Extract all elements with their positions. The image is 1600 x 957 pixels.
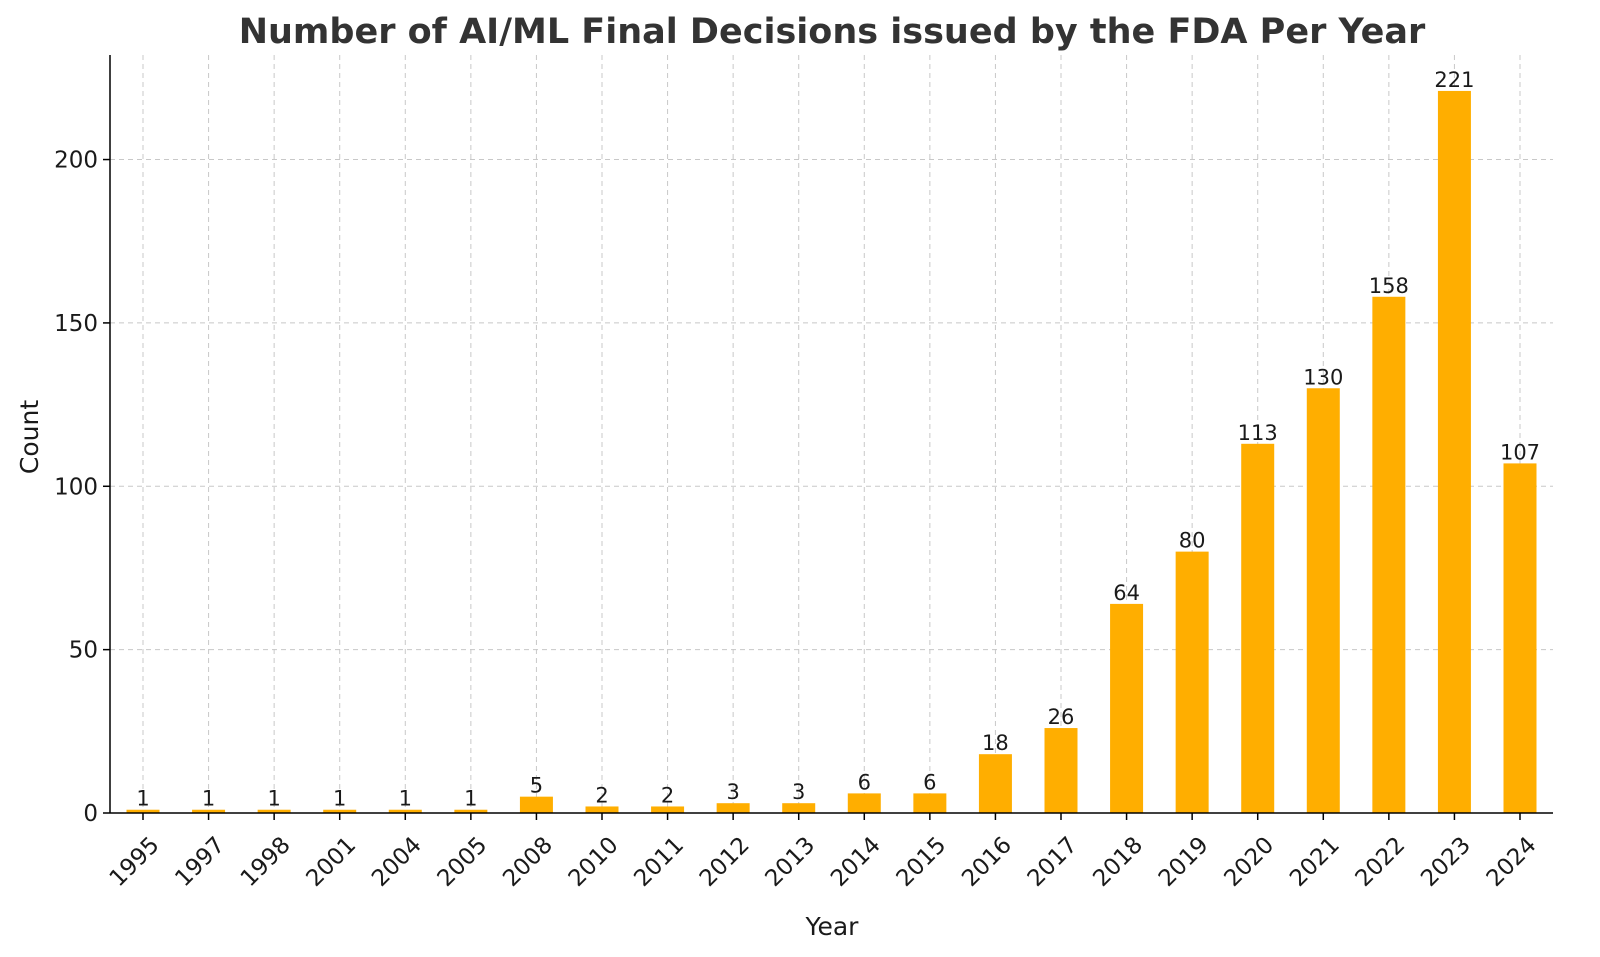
bar-1997	[192, 809, 226, 813]
data-label-1998: 1	[267, 787, 280, 811]
x-tick-label: 2004	[367, 832, 427, 892]
x-tick-label: 2021	[1285, 832, 1345, 892]
data-label-2021: 130	[1303, 365, 1343, 389]
bar-2022	[1372, 296, 1406, 813]
y-tick-label: 50	[69, 638, 98, 664]
x-tick-label: 2018	[1088, 832, 1148, 892]
y-axis-label: Count	[15, 400, 44, 474]
data-label-2020: 113	[1238, 421, 1278, 445]
bar-2023	[1437, 90, 1471, 814]
y-tick-label: 0	[83, 801, 98, 827]
x-tick-label: 2008	[498, 832, 558, 892]
x-tick-label: 2013	[760, 832, 820, 892]
bar-2010	[585, 806, 619, 813]
bar-2004	[388, 809, 422, 813]
data-label-2005: 1	[464, 787, 477, 811]
chart-title: Number of AI/ML Final Decisions issued b…	[239, 12, 1426, 52]
data-label-1997: 1	[202, 787, 215, 811]
bar-2001	[323, 809, 357, 813]
bar-2019	[1175, 551, 1209, 813]
data-label-2013: 3	[792, 780, 805, 804]
x-axis-label: Year	[805, 912, 860, 941]
bar-2013	[782, 803, 816, 813]
x-tick-label: 2005	[433, 832, 493, 892]
x-tick-label: 1998	[236, 832, 296, 892]
data-label-2024: 107	[1500, 440, 1540, 464]
bar-2012	[716, 803, 750, 813]
y-tick-label: 200	[54, 148, 98, 174]
bar-2005	[454, 809, 488, 813]
x-tick-label: 2022	[1351, 832, 1411, 892]
data-label-2008: 5	[530, 774, 543, 798]
bar-2024	[1503, 463, 1537, 813]
bar-2017	[1044, 728, 1078, 813]
x-tick-label: 2010	[564, 832, 624, 892]
bar-2008	[519, 796, 553, 813]
x-tick-label: 2019	[1154, 832, 1214, 892]
data-label-2023: 221	[1434, 68, 1474, 92]
data-label-2022: 158	[1369, 274, 1409, 298]
data-label-2012: 3	[726, 780, 739, 804]
data-label-2015: 6	[923, 770, 936, 794]
x-tick-label: 2017	[1023, 832, 1083, 892]
data-label-2019: 80	[1179, 529, 1206, 553]
y-tick-label: 150	[54, 311, 98, 337]
x-tick-label: 2020	[1219, 832, 1279, 892]
x-tick-label: 1997	[170, 832, 230, 892]
x-tick-label: 2024	[1482, 832, 1542, 892]
data-label-2011: 2	[661, 783, 674, 807]
y-tick-label: 100	[54, 474, 98, 500]
data-label-2014: 6	[858, 770, 871, 794]
x-tick-label: 2012	[695, 832, 755, 892]
bar-1995	[126, 809, 160, 813]
data-label-2017: 26	[1048, 705, 1075, 729]
data-label-1995: 1	[136, 787, 149, 811]
data-label-2018: 64	[1113, 581, 1140, 605]
bar-2011	[651, 806, 685, 813]
x-tick-label: 2015	[892, 832, 952, 892]
bar-2014	[847, 793, 881, 813]
bar-1998	[257, 809, 291, 813]
bar-2015	[913, 793, 947, 813]
data-labels: 1 1 1 1 1 1 5 2 2 3 3 6 6 18 26 64 80 113 130 158 221 107	[136, 68, 1540, 811]
x-tick-label: 1995	[105, 832, 165, 892]
x-tick-label: 2023	[1416, 832, 1476, 892]
bar-2016	[978, 754, 1012, 813]
bar-2018	[1110, 603, 1144, 813]
data-label-2004: 1	[399, 787, 412, 811]
bars	[126, 90, 1537, 814]
bar-2020	[1241, 443, 1275, 813]
data-label-2001: 1	[333, 787, 346, 811]
bar-2021	[1306, 388, 1340, 813]
data-label-2010: 2	[595, 783, 608, 807]
x-tick-label: 2016	[957, 832, 1017, 892]
x-tick-label: 2014	[826, 832, 886, 892]
x-tick-label: 2001	[301, 832, 361, 892]
x-tick-label: 2011	[629, 832, 689, 892]
data-label-2016: 18	[982, 731, 1009, 755]
